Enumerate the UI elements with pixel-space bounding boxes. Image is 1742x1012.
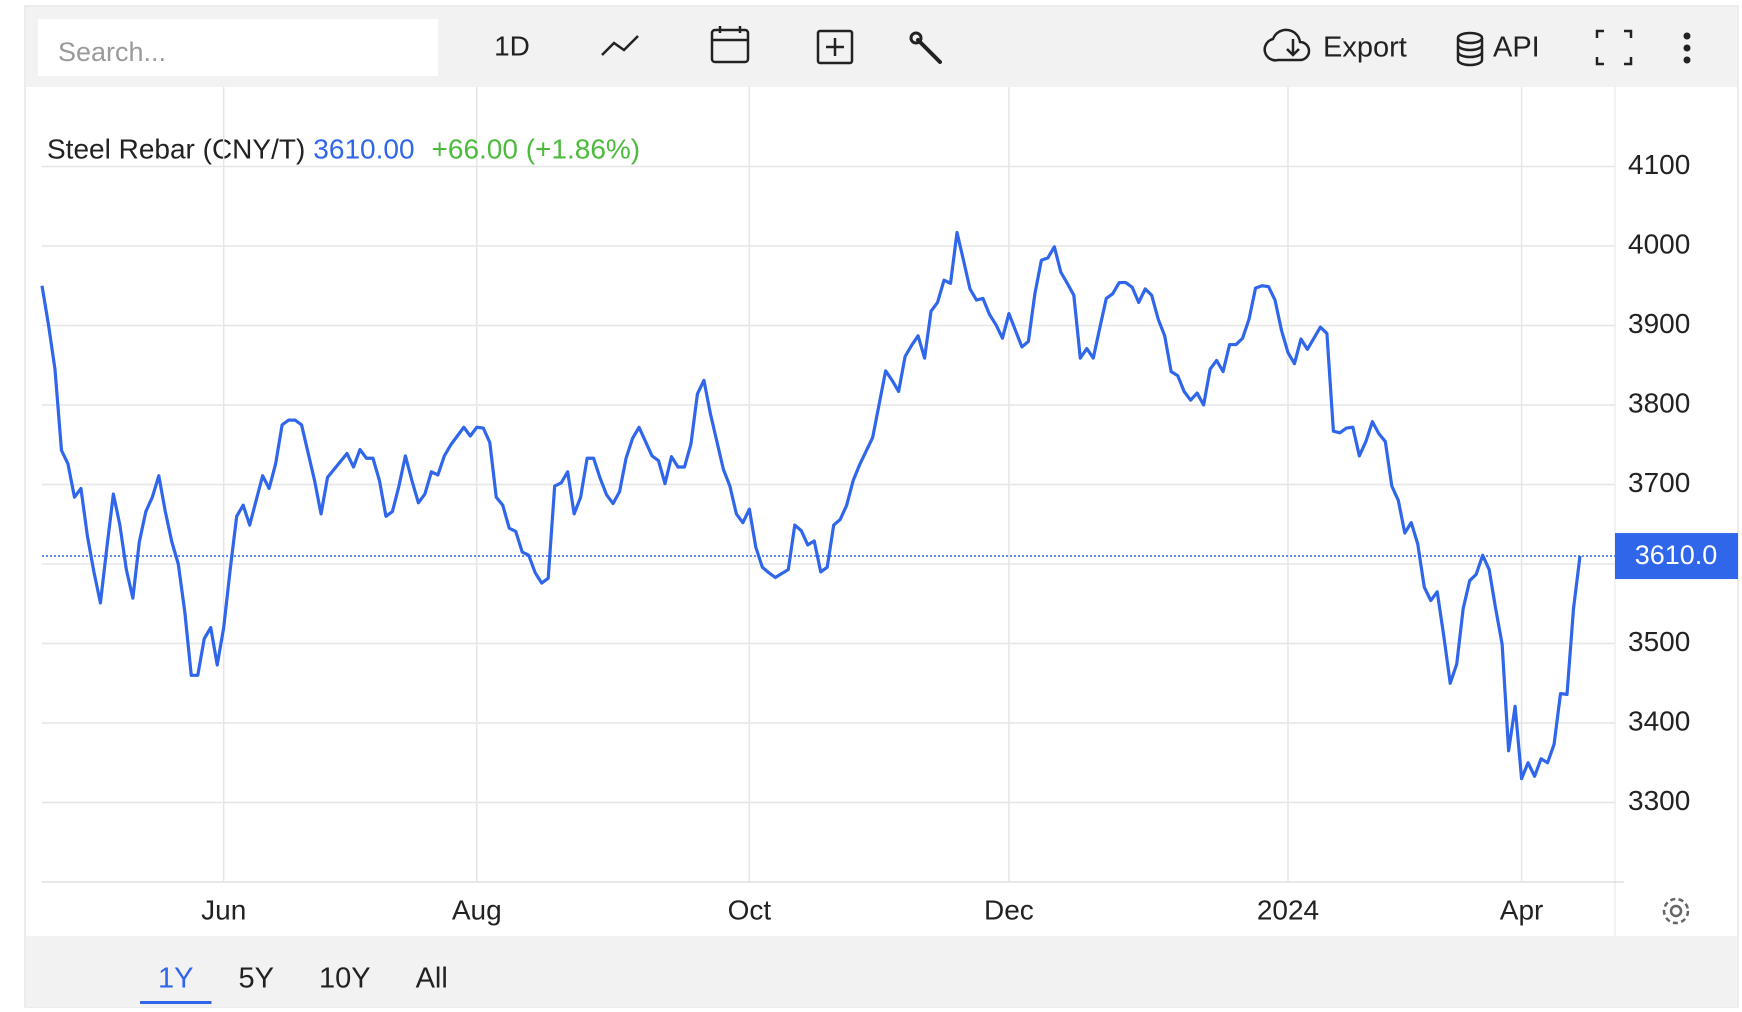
search-box[interactable] — [38, 19, 438, 76]
range-button[interactable]: All — [416, 963, 448, 995]
range-button[interactable]: 10Y — [319, 963, 371, 995]
y-tick-label: 3500 — [1628, 626, 1690, 657]
price-change: +66.00 (+1.86%) — [432, 133, 641, 164]
range-button[interactable]: 5Y — [238, 963, 273, 995]
search-placeholder[interactable]: Search... — [58, 37, 166, 67]
last-value-label: 3610.0 — [1635, 540, 1718, 570]
export-icon[interactable] — [1263, 28, 1311, 62]
fullscreen-icon[interactable] — [1595, 29, 1633, 66]
menu-icon[interactable] — [1683, 32, 1691, 64]
api-icon[interactable] — [1456, 31, 1484, 67]
y-tick-label: 3900 — [1628, 308, 1690, 339]
widget-frame — [24, 5, 1739, 1008]
y-tick-label: 3400 — [1628, 705, 1690, 736]
y-tick-label: 3800 — [1628, 387, 1690, 418]
chart-title: Steel Rebar (CNY/T) — [47, 133, 305, 164]
calendar-icon[interactable] — [710, 26, 750, 64]
range-bar — [26, 936, 1737, 1007]
add-indicator-icon[interactable] — [816, 29, 854, 65]
settings-icon[interactable] — [1662, 897, 1690, 925]
x-tick-label: 2024 — [1257, 894, 1319, 925]
last-price: 3610.00 — [313, 133, 414, 164]
line-type-icon[interactable] — [601, 35, 639, 56]
tools-icon[interactable] — [909, 31, 942, 64]
x-tick-label: Oct — [728, 894, 772, 925]
x-tick-label: Aug — [452, 894, 502, 925]
range-underline — [140, 1001, 212, 1004]
x-tick-label: Jun — [201, 894, 246, 925]
x-tick-label: Dec — [984, 894, 1034, 925]
last-value-box — [1615, 533, 1738, 580]
range-button[interactable]: 1Y — [158, 963, 193, 995]
api-button[interactable]: API — [1493, 32, 1540, 64]
interval-button[interactable]: 1D — [494, 30, 530, 61]
y-tick-label: 3300 — [1628, 785, 1690, 816]
price-line — [40, 230, 1582, 781]
export-button[interactable]: Export — [1323, 32, 1407, 64]
y-tick-label: 3700 — [1628, 467, 1690, 498]
y-tick-label: 4000 — [1628, 228, 1690, 259]
y-tick-label: 4100 — [1628, 149, 1690, 180]
x-tick-label: Apr — [1500, 894, 1544, 925]
